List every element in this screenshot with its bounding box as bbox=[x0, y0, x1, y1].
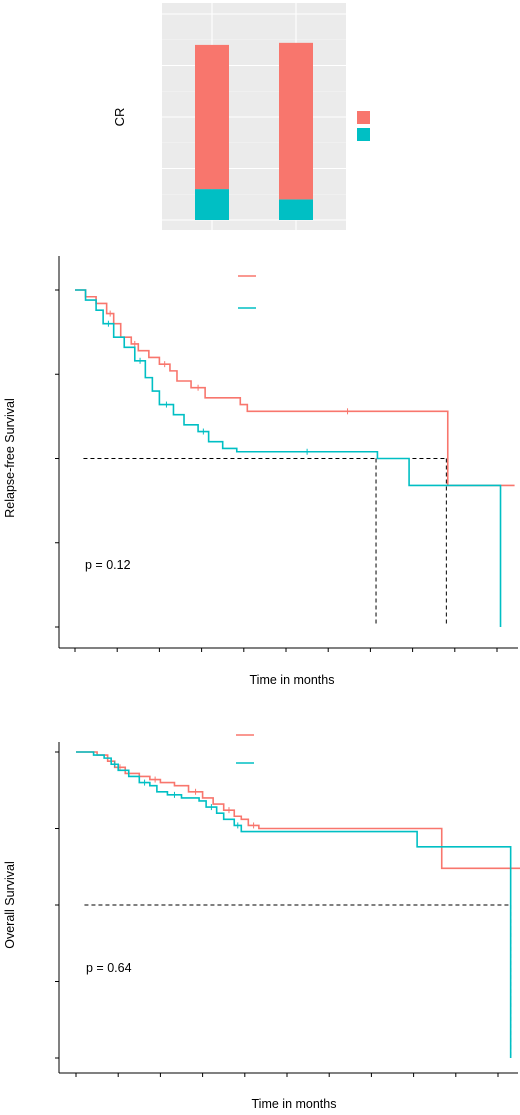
relapse-free-survival-chart: p = 0.12 Relapse-free Survival Time in m… bbox=[3, 256, 518, 687]
rfs-x-axis-label: Time in months bbox=[250, 673, 335, 687]
os-median-lines bbox=[84, 904, 512, 1056]
os-y-axis-label: Overall Survival bbox=[3, 861, 17, 949]
bar-segment-cri bbox=[279, 199, 313, 220]
rfs-y-axis-label: Relapse-free Survival bbox=[3, 398, 17, 518]
rfs-axes bbox=[55, 256, 518, 652]
os-x-axis-label: Time in months bbox=[252, 1097, 337, 1111]
km1-curve-double bbox=[75, 289, 515, 487]
stacked-bar-chart: CR bbox=[112, 3, 370, 230]
rfs-p-value: p = 0.12 bbox=[85, 558, 131, 572]
os-legend bbox=[236, 734, 254, 764]
rfs-median-lines bbox=[83, 458, 447, 625]
legend-key-cri bbox=[357, 128, 370, 141]
rfs-legend bbox=[238, 275, 256, 309]
bar-legend bbox=[357, 111, 370, 141]
bar-y-axis-label: CR bbox=[112, 108, 127, 127]
km2-curve-double bbox=[76, 751, 520, 870]
rfs-curves bbox=[75, 289, 515, 627]
overall-survival-chart: p = 0.64 Overall Survival Time in months bbox=[3, 734, 520, 1111]
bar-segment-cr bbox=[195, 44, 229, 190]
os-p-value: p = 0.64 bbox=[86, 961, 132, 975]
bar-bars bbox=[195, 42, 313, 220]
km2-curve-single bbox=[76, 751, 512, 1058]
os-curves bbox=[76, 751, 520, 1058]
bar-segment-cri bbox=[195, 189, 229, 220]
legend-key-cr bbox=[357, 111, 370, 124]
os-axes bbox=[55, 742, 518, 1077]
km1-curve-single bbox=[75, 289, 502, 627]
bar-segment-cr bbox=[279, 42, 313, 200]
